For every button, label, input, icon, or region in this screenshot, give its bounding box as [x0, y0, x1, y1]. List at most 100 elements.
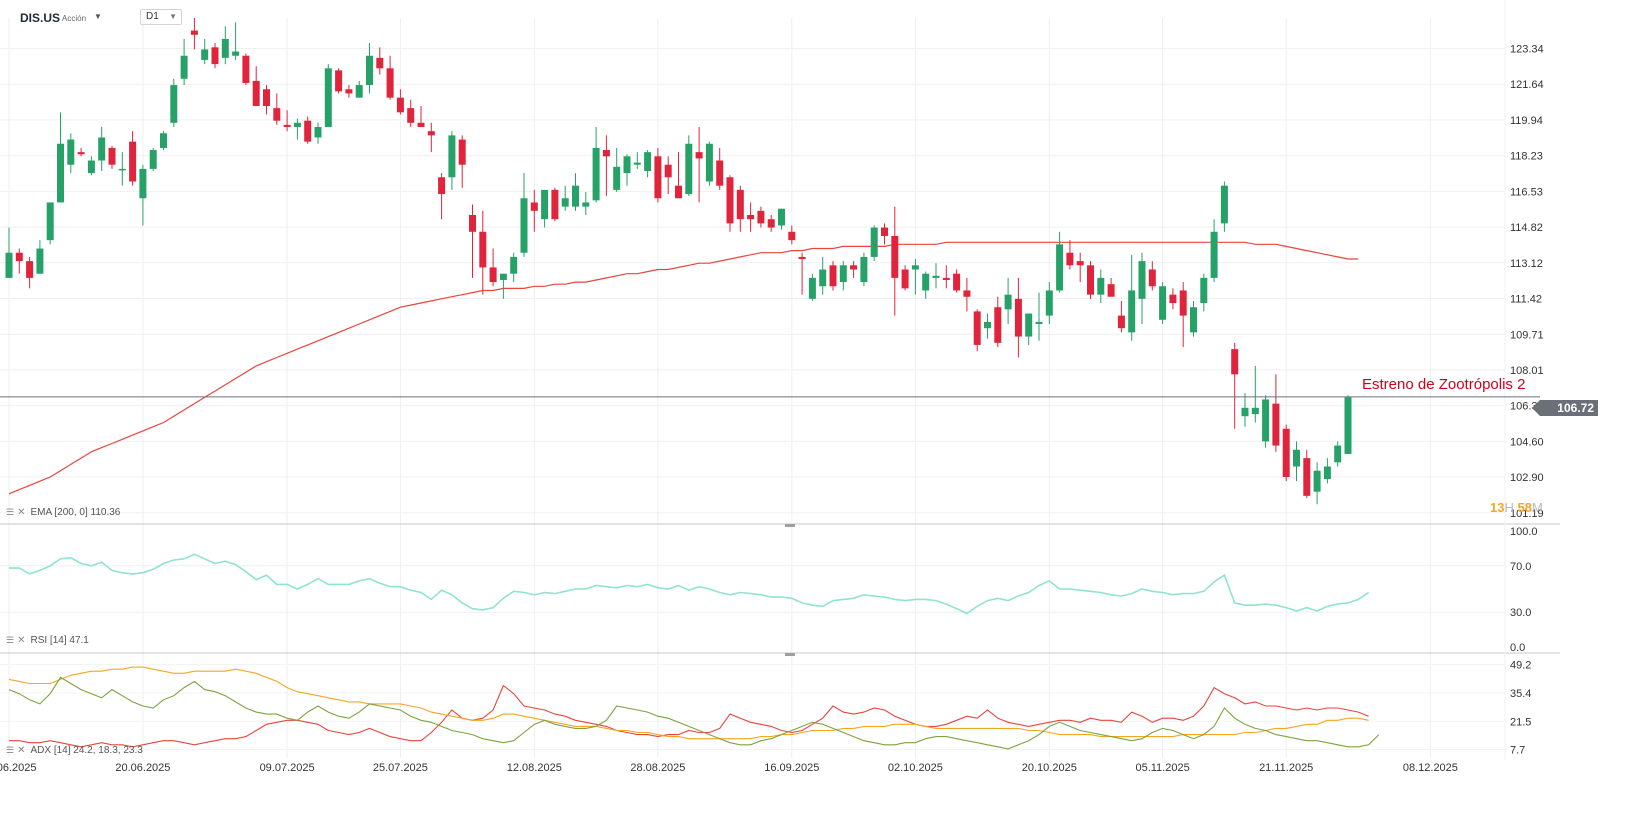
y-tick-label: 116.53 [1510, 186, 1543, 198]
candle-body [1138, 261, 1146, 299]
candle-body [417, 122, 425, 127]
candle-body [1334, 445, 1342, 463]
candle-body [1262, 399, 1270, 442]
symbol-label[interactable]: DIS.US [20, 11, 61, 25]
candle-body [953, 273, 961, 291]
candle-body [788, 231, 796, 241]
candle-body [582, 202, 590, 207]
candle-body [932, 275, 940, 278]
ema-indicator-label: ☰ ✕ EMA [200, 0] 110.36 [6, 507, 120, 518]
y-tick-label: 123.34 [1510, 44, 1544, 56]
adx-pane [8, 666, 1380, 750]
pane-resize-handle [785, 653, 795, 656]
candle-body [644, 152, 652, 171]
candle-body [160, 133, 167, 148]
candle-body [1066, 252, 1074, 266]
rsi-indicator-label: ☰ ✕ RSI [14] 47.1 [6, 635, 89, 646]
candle-body [623, 156, 631, 174]
candle-body [994, 307, 1002, 343]
candle-body [499, 273, 507, 280]
candle-body [911, 265, 919, 270]
x-tick-label: 21.11.2025 [1259, 762, 1313, 774]
timeframe-select[interactable]: D1 ▼ [140, 9, 182, 25]
candle-body [46, 202, 54, 241]
candle-body [675, 185, 682, 199]
candle-body [798, 256, 806, 260]
candles-layer [5, 18, 1352, 505]
candle-body [87, 160, 95, 174]
settings-icon[interactable]: ☰ [6, 635, 15, 645]
y-tick-label: 114.82 [1510, 222, 1543, 234]
candle-body [1303, 458, 1311, 496]
candle-body [747, 215, 755, 220]
close-icon[interactable]: ✕ [17, 507, 26, 518]
close-icon[interactable]: ✕ [17, 635, 26, 646]
candle-body [757, 210, 765, 224]
x-tick-label: 09.07.2025 [260, 762, 315, 774]
candle-body [778, 208, 785, 226]
settings-icon[interactable]: ☰ [6, 507, 15, 517]
candle-body [98, 137, 106, 161]
candle-body [726, 177, 734, 224]
candle-body [304, 120, 312, 142]
rsi-line [9, 553, 1370, 615]
chart-toolbar: DIS.US Acción ▼ D1 ▼ [0, 0, 1560, 32]
candle-body [283, 124, 291, 127]
settings-icon[interactable]: ☰ [6, 745, 15, 755]
candle-body [57, 143, 64, 203]
chevron-down-icon[interactable]: ▼ [94, 12, 102, 21]
candle-body [479, 231, 487, 268]
candle-body [1035, 321, 1043, 324]
adx-tick-label: 7.7 [1510, 744, 1525, 756]
candle-body [118, 168, 126, 171]
candle-body [705, 143, 713, 182]
candle-body [850, 265, 858, 270]
x-tick-label: 20.06.2025 [115, 762, 170, 774]
chevron-down-icon: ▼ [169, 12, 177, 21]
candle-body [1097, 277, 1105, 295]
candle-body [335, 70, 343, 92]
candle-body [984, 321, 991, 329]
rsi-tick-label: 100.0 [1510, 526, 1538, 538]
adx-params: [14] [53, 745, 71, 756]
candle-body [829, 265, 837, 287]
candle-body [211, 47, 219, 65]
countdown-hours-unit: H [1504, 500, 1514, 515]
candle-body [345, 89, 353, 94]
candle-body [1293, 449, 1300, 467]
ema-params: [200, 0] [54, 507, 88, 518]
candle-body [664, 164, 672, 178]
candle-body [263, 89, 270, 107]
candle-body [510, 256, 518, 274]
candle-body [273, 108, 281, 121]
candle-body [1179, 290, 1187, 316]
candle-body [26, 261, 34, 278]
candle-body [1272, 403, 1280, 446]
candle-body [1169, 294, 1177, 304]
candle-body [1323, 466, 1331, 480]
rsi-params: [14] [49, 635, 67, 646]
countdown-hours: 13 [1490, 500, 1505, 515]
adx-minus-di-line [8, 666, 1369, 740]
candle-body [1220, 185, 1228, 224]
candle-body [355, 85, 363, 98]
x-tick-label: 02.10.2025 [888, 762, 943, 774]
close-icon[interactable]: ✕ [17, 745, 26, 756]
y-tick-label: 109.71 [1510, 329, 1544, 341]
candle-body [1282, 428, 1290, 477]
candle-body [1241, 407, 1249, 417]
candle-body [870, 227, 878, 257]
candle-body [386, 68, 394, 98]
rsi-tick-label: 70.0 [1510, 561, 1531, 573]
candle-body [293, 122, 301, 127]
candle-body [685, 143, 693, 195]
candle-body [1128, 290, 1136, 333]
candle-body [695, 152, 703, 159]
y-tick-label: 121.64 [1510, 79, 1544, 91]
x-tick-label: 08.12.2025 [1403, 762, 1458, 774]
y-tick-label: 102.90 [1510, 472, 1544, 484]
adx-main-line [8, 676, 1380, 750]
x-tick-label: 25.07.2025 [373, 762, 428, 774]
y-tick-label: 108.01 [1510, 365, 1544, 377]
